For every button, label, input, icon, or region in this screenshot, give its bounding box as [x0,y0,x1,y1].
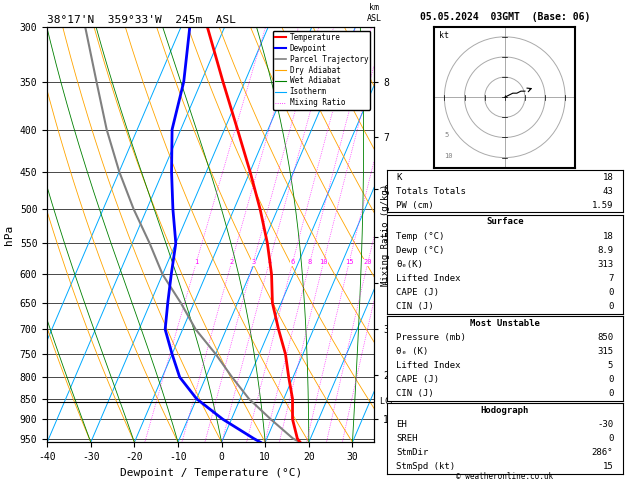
Text: θₑ(K): θₑ(K) [396,260,423,269]
Text: Lifted Index: Lifted Index [396,274,461,283]
Text: 0: 0 [608,288,613,297]
Text: 2: 2 [230,259,234,265]
Text: 5: 5 [444,133,448,139]
Text: SREH: SREH [396,434,418,443]
Text: kt: kt [438,31,448,40]
Text: PW (cm): PW (cm) [396,201,434,210]
X-axis label: Dewpoint / Temperature (°C): Dewpoint / Temperature (°C) [120,468,302,478]
Text: 8.9: 8.9 [597,246,613,255]
Text: Pressure (mb): Pressure (mb) [396,333,466,342]
Text: 05.05.2024  03GMT  (Base: 06): 05.05.2024 03GMT (Base: 06) [420,12,590,22]
Text: -30: -30 [597,420,613,429]
Text: StmSpd (kt): StmSpd (kt) [396,462,455,471]
Text: 1.59: 1.59 [592,201,613,210]
Text: 15: 15 [345,259,353,265]
Text: CIN (J): CIN (J) [396,302,434,311]
Text: 20: 20 [364,259,372,265]
Text: 10: 10 [444,153,453,158]
Text: 0: 0 [608,375,613,384]
Text: 7: 7 [608,274,613,283]
Text: 1: 1 [194,259,199,265]
Text: km
ASL: km ASL [367,3,382,22]
Text: 286°: 286° [592,448,613,457]
Text: Lifted Index: Lifted Index [396,361,461,370]
Text: 0: 0 [608,434,613,443]
Text: 8: 8 [308,259,312,265]
Text: 43: 43 [603,187,613,196]
Text: Temp (°C): Temp (°C) [396,231,445,241]
Text: 5: 5 [608,361,613,370]
Text: 850: 850 [597,333,613,342]
Text: θₑ (K): θₑ (K) [396,347,428,356]
Text: Surface: Surface [486,217,523,226]
Text: Dewp (°C): Dewp (°C) [396,246,445,255]
Text: StmDir: StmDir [396,448,428,457]
Text: 10: 10 [320,259,328,265]
Text: CIN (J): CIN (J) [396,389,434,398]
Text: 3: 3 [252,259,255,265]
Text: © weatheronline.co.uk: © weatheronline.co.uk [456,472,554,481]
Text: 315: 315 [597,347,613,356]
Text: 4: 4 [267,259,272,265]
Text: LCL: LCL [375,397,395,406]
Text: 6: 6 [291,259,295,265]
Text: Totals Totals: Totals Totals [396,187,466,196]
Text: EH: EH [396,420,407,429]
Text: CAPE (J): CAPE (J) [396,288,439,297]
Text: 18: 18 [603,231,613,241]
Text: Mixing Ratio (g/kg): Mixing Ratio (g/kg) [381,183,389,286]
Text: CAPE (J): CAPE (J) [396,375,439,384]
Text: 15: 15 [603,462,613,471]
Legend: Temperature, Dewpoint, Parcel Trajectory, Dry Adiabat, Wet Adiabat, Isotherm, Mi: Temperature, Dewpoint, Parcel Trajectory… [273,31,370,109]
Text: Most Unstable: Most Unstable [470,319,540,328]
Text: Hodograph: Hodograph [481,406,529,415]
Text: 18: 18 [603,173,613,182]
Text: 313: 313 [597,260,613,269]
Text: 0: 0 [608,389,613,398]
Text: 38°17'N  359°33'W  245m  ASL: 38°17'N 359°33'W 245m ASL [47,15,236,25]
Text: 0: 0 [608,302,613,311]
Text: K: K [396,173,402,182]
Y-axis label: hPa: hPa [4,225,14,244]
